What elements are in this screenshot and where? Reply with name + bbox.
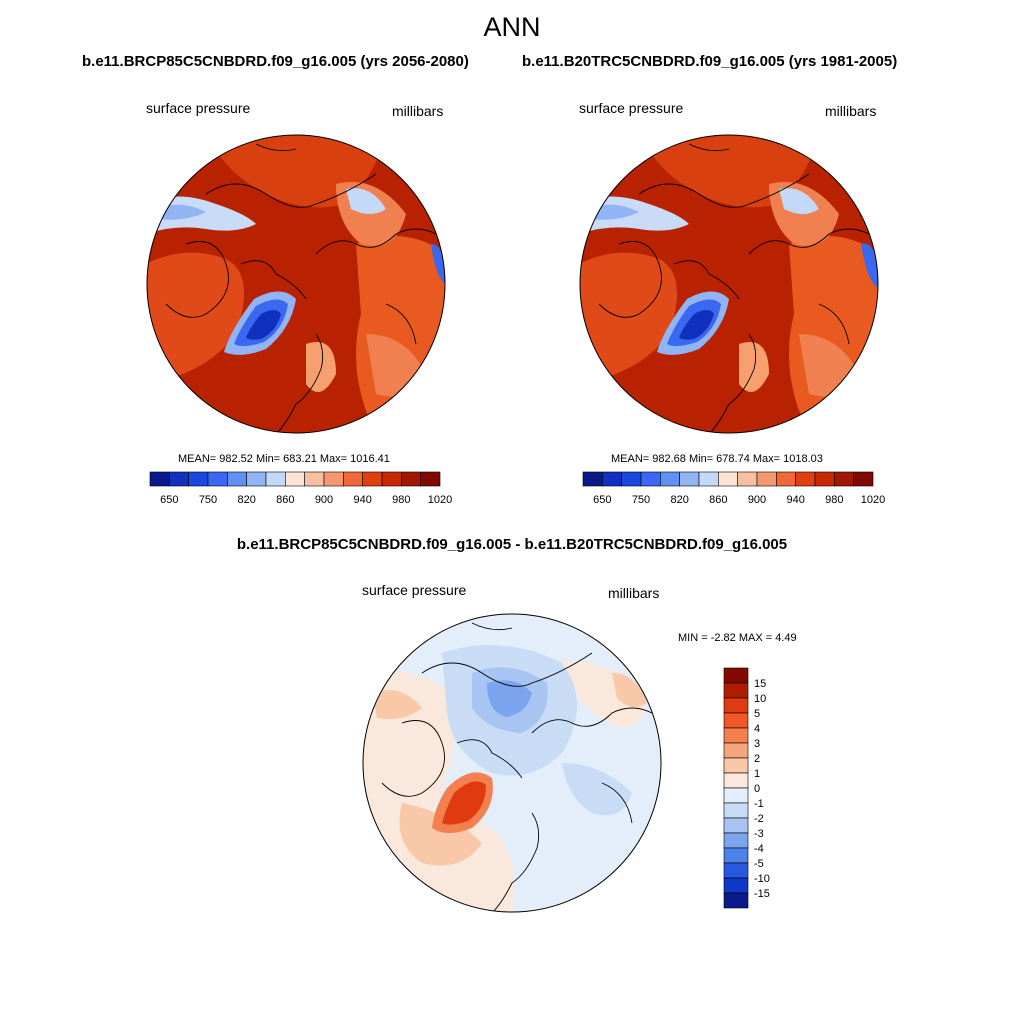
diff-colorbar-swatch	[723, 697, 749, 714]
left-stats: MEAN= 982.52 Min= 683.21 Max= 1016.41	[178, 453, 390, 465]
right-colorbar-tick-label: 900	[748, 494, 766, 506]
left-colorbar-tick-label: 940	[353, 494, 371, 506]
right-colorbar-swatch	[621, 471, 642, 487]
right-variable-label: surface pressure	[579, 100, 684, 116]
left-colorbar-swatch	[169, 471, 189, 487]
diff-map	[362, 613, 662, 913]
left-colorbar-swatch	[401, 471, 421, 487]
diff-stats: MIN = -2.82 MAX = 4.49	[678, 632, 797, 644]
diff-colorbar-tick-label: -2	[754, 813, 764, 825]
left-colorbar-tick-label: 820	[237, 494, 255, 506]
left-colorbar-swatch	[188, 471, 209, 487]
left-units-label: millibars	[392, 103, 444, 119]
diff-colorbar-tick-label: 10	[754, 693, 766, 705]
right-colorbar-tick-label: 750	[632, 494, 650, 506]
left-colorbar: 650 750 820 860 900 940 980 1020	[149, 471, 452, 506]
left-colorbar-swatch	[246, 471, 267, 487]
diff-colorbar-swatch	[723, 682, 749, 699]
right-colorbar-swatch	[776, 471, 796, 487]
diff-colorbar-swatch	[723, 667, 749, 684]
right-colorbar-tick-label: 980	[825, 494, 843, 506]
left-colorbar-tick-label: 900	[315, 494, 333, 506]
diff-colorbar-swatch	[723, 742, 749, 759]
diff-colorbar-tick-label: 4	[754, 723, 760, 735]
left-colorbar-swatch	[304, 471, 325, 487]
figure-title: ANN	[483, 12, 541, 42]
diff-colorbar-tick-label: 3	[754, 738, 760, 750]
left-variable-label: surface pressure	[146, 100, 251, 116]
right-colorbar-tick-label: 860	[709, 494, 727, 506]
diff-colorbar-swatch	[723, 832, 749, 849]
diff-colorbar-tick-label: 2	[754, 753, 760, 765]
right-colorbar-tick-label: 650	[593, 494, 611, 506]
diff-colorbar-swatch	[723, 787, 749, 804]
left-colorbar-swatch	[265, 471, 286, 487]
right-colorbar: 650 750 820 860 900 940 980 1020	[582, 471, 885, 506]
diff-colorbar-swatch	[723, 862, 749, 879]
right-colorbar-swatch	[756, 471, 777, 487]
right-colorbar-swatch	[602, 471, 622, 487]
right-colorbar-swatch	[698, 471, 719, 487]
diff-colorbar-swatch	[723, 727, 749, 744]
diff-variable-label: surface pressure	[362, 582, 467, 598]
left-colorbar-swatch	[149, 471, 170, 487]
diff-colorbar-swatch	[723, 892, 749, 909]
diff-colorbar-swatch	[723, 757, 749, 774]
diff-colorbar-tick-label: -3	[754, 828, 764, 840]
left-colorbar-tick-label: 750	[199, 494, 217, 506]
left-colorbar-tick-label: 650	[160, 494, 178, 506]
left-panel-title: b.e11.BRCP85C5CNBDRD.f09_g16.005 (yrs 20…	[82, 53, 469, 70]
right-colorbar-swatch	[679, 471, 700, 487]
diff-colorbar-swatch	[723, 877, 749, 894]
diff-colorbar-tick-label: -4	[754, 843, 764, 855]
right-colorbar-swatch	[582, 471, 603, 487]
right-colorbar-swatch	[718, 471, 738, 487]
diff-panel-title: b.e11.BRCP85C5CNBDRD.f09_g16.005 - b.e11…	[236, 536, 788, 553]
right-colorbar-swatch	[834, 471, 854, 487]
left-colorbar-swatch	[381, 471, 402, 487]
right-colorbar-tick-label: 1020	[861, 494, 885, 506]
left-colorbar-tick-label: 860	[276, 494, 294, 506]
diff-colorbar-swatch	[723, 802, 749, 819]
right-colorbar-tick-label: 820	[670, 494, 688, 506]
diff-colorbar-tick-label: 1	[754, 768, 760, 780]
left-colorbar-tick-label: 980	[392, 494, 410, 506]
right-colorbar-swatch	[795, 471, 816, 487]
diff-colorbar-swatch	[723, 817, 749, 834]
diff-colorbar-tick-label: 0	[754, 783, 760, 795]
diff-colorbar-tick-label: -5	[754, 858, 764, 870]
diff-colorbar-swatch	[723, 847, 749, 864]
right-colorbar-swatch	[853, 471, 874, 487]
right-colorbar-swatch	[660, 471, 680, 487]
right-units-label: millibars	[825, 103, 877, 119]
left-colorbar-swatch	[420, 471, 441, 487]
left-colorbar-swatch	[285, 471, 305, 487]
diff-colorbar-swatch	[723, 712, 749, 729]
right-stats: MEAN= 982.68 Min= 678.74 Max= 1018.03	[611, 453, 823, 465]
right-colorbar-swatch	[814, 471, 835, 487]
diff-units-label: millibars	[608, 585, 660, 601]
left-colorbar-swatch	[207, 471, 228, 487]
diff-colorbar-tick-label: -1	[754, 798, 764, 810]
left-colorbar-tick-label: 1020	[428, 494, 452, 506]
left-colorbar-swatch	[343, 471, 363, 487]
left-colorbar-swatch	[227, 471, 247, 487]
left-colorbar-swatch	[362, 471, 383, 487]
diff-colorbar-tick-label: 5	[754, 708, 760, 720]
right-map	[579, 134, 879, 434]
diff-colorbar-swatch	[723, 772, 749, 789]
right-colorbar-swatch	[737, 471, 758, 487]
right-colorbar-tick-label: 940	[786, 494, 804, 506]
left-colorbar-swatch	[323, 471, 344, 487]
diff-colorbar-tick-label: -10	[754, 873, 770, 885]
right-panel-title: b.e11.B20TRC5CNBDRD.f09_g16.005 (yrs 198…	[522, 53, 898, 70]
right-colorbar-swatch	[640, 471, 661, 487]
left-map	[146, 134, 446, 434]
diff-colorbar-tick-label: 15	[754, 678, 766, 690]
diff-colorbar-tick-label: -15	[754, 888, 770, 900]
